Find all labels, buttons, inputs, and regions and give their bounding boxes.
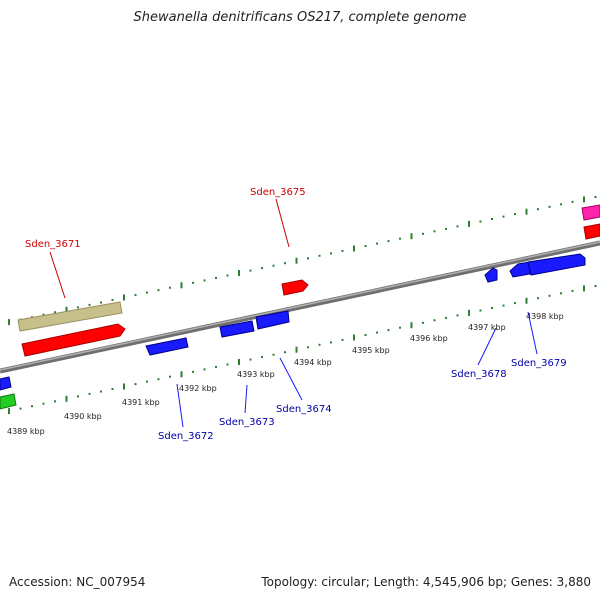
axis-label-4396: 4396 kbp xyxy=(410,334,448,343)
gene-arrow-blue[interactable] xyxy=(527,253,586,276)
gene-label-sden-3679[interactable]: Sden_3679 xyxy=(511,358,567,369)
gene-arrow-red[interactable] xyxy=(21,323,126,357)
axis-labels: 4389 kbp 4390 kbp 4391 kbp 4392 kbp 4393… xyxy=(7,312,564,436)
gene-label-sden-3675[interactable]: Sden_3675 xyxy=(250,187,306,198)
gene-label-leaders xyxy=(49,198,538,428)
gene-label-sden-3674[interactable]: Sden_3674 xyxy=(276,404,332,415)
gene-labels: Sden_3671 Sden_3675 Sden_3672 Sden_3673 … xyxy=(25,187,567,442)
map-title: Shewanella denitrificans OS217, complete… xyxy=(133,10,467,25)
axis-label-4389: 4389 kbp xyxy=(7,427,45,436)
axis-label-4394: 4394 kbp xyxy=(294,358,332,367)
accession-text: Accession: NC_007954 xyxy=(9,575,146,589)
axis-label-4395: 4395 kbp xyxy=(352,346,390,355)
axis-label-4390: 4390 kbp xyxy=(64,412,102,421)
gene-arrow-blue[interactable] xyxy=(145,337,189,356)
gene-arrow-blue[interactable] xyxy=(484,267,498,283)
gene-arrow-blue[interactable] xyxy=(219,320,255,338)
genome-summary-text: Topology: circular; Length: 4,545,906 bp… xyxy=(261,575,591,589)
gene-label-sden-3672[interactable]: Sden_3672 xyxy=(158,431,214,442)
reverse-tick-row xyxy=(8,285,597,415)
axis-label-4391: 4391 kbp xyxy=(122,398,160,407)
gene-arrow-blue[interactable] xyxy=(255,310,290,330)
gene-arrow-red[interactable] xyxy=(583,223,600,240)
gene-label-sden-3678[interactable]: Sden_3678 xyxy=(451,369,507,380)
gene-label-sden-3673[interactable]: Sden_3673 xyxy=(219,417,275,428)
gene-arrow-blue[interactable] xyxy=(0,376,12,391)
axis-label-4397: 4397 kbp xyxy=(468,323,506,332)
genome-backbone-highlight xyxy=(0,241,600,371)
forward-strand-genes xyxy=(17,204,600,357)
gene-arrow-red[interactable] xyxy=(281,279,309,296)
gene-arrow-magenta[interactable] xyxy=(581,204,600,221)
gene-arrow-green[interactable] xyxy=(0,393,17,410)
axis-label-4398: 4398 kbp xyxy=(526,312,564,321)
gene-arrow-olive[interactable] xyxy=(17,301,123,332)
forward-tick-row xyxy=(8,196,597,326)
axis-label-4392: 4392 kbp xyxy=(179,384,217,393)
axis-label-4393: 4393 kbp xyxy=(237,370,275,379)
genome-backbone xyxy=(0,240,600,374)
gene-label-sden-3671[interactable]: Sden_3671 xyxy=(25,239,81,250)
reverse-strand-genes xyxy=(0,253,586,410)
gene-arrow-blue[interactable] xyxy=(509,261,531,278)
